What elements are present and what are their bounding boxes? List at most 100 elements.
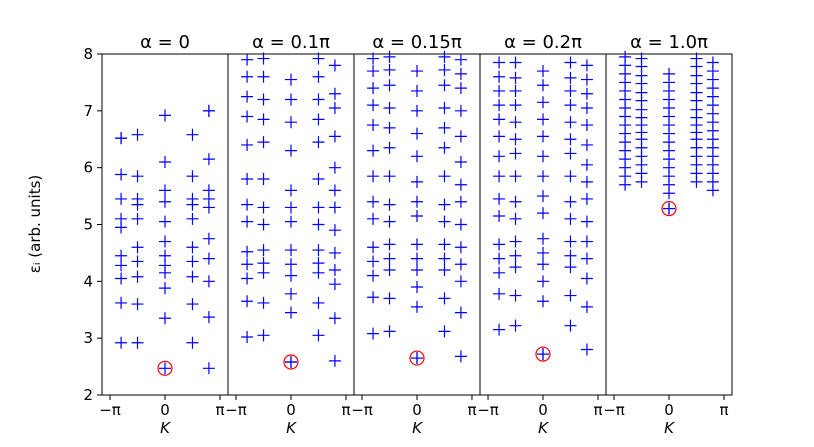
data-point [241,295,254,308]
data-point [241,70,254,83]
data-point [454,350,467,363]
data-point [564,116,577,129]
data-point [537,113,549,126]
data-point [438,215,451,228]
data-point [383,63,396,76]
x-axis-label: K [160,419,171,437]
data-point [285,116,297,129]
x-tick-label: π [719,401,728,419]
data-point [186,192,199,205]
data-point [438,238,451,251]
data-point [115,168,128,181]
data-point [202,362,215,375]
data-point [411,238,423,251]
data-point [537,295,549,308]
data-point [438,292,451,305]
data-point [383,292,396,305]
data-point [241,272,254,285]
data-point [438,252,451,265]
data-point [564,133,577,146]
ground-state-marker [661,200,677,217]
x-tick-label: 0 [286,401,296,419]
data-point [411,127,423,140]
panel-3: α = 0.15π −π 0 π K [351,32,481,437]
x-tick-label: −π [351,401,373,419]
data-point [186,170,199,183]
data-point [202,153,215,166]
y-tick-label: 6 [83,159,93,177]
data-point [328,224,341,237]
panel-5: α = 1.0π −π 0 π K [603,32,733,437]
data-point [438,263,451,276]
data-point [509,84,522,97]
data-point [493,130,506,143]
data-point [159,215,171,228]
data-point [186,128,199,141]
ground-state-marker [157,360,173,376]
data-point [131,212,144,225]
data-point [537,150,549,163]
data-point [438,50,451,63]
data-point [564,212,577,225]
data-point [131,255,144,268]
data-point [159,235,171,248]
data-point [509,56,522,69]
data-point [257,173,270,186]
data-point [454,53,467,66]
data-point [285,184,297,197]
data-point [312,329,325,342]
data-point [257,244,270,257]
ground-state-marker [409,350,425,366]
data-point [383,252,396,265]
x-tick-label: π [467,401,476,419]
data-point [438,141,451,154]
data-point [186,336,199,349]
data-point [411,150,423,163]
x-tick-label: −π [225,401,247,419]
data-point [411,209,423,222]
data-point [438,63,451,76]
data-point [285,269,297,282]
data-point [257,93,270,106]
data-point [312,136,325,149]
data-point [411,281,423,294]
data-point [186,241,199,254]
data-point [383,198,396,211]
data-point [411,65,423,78]
data-point [580,138,593,151]
data-point [537,207,549,220]
panel-4: α = 0.2π −π 0 π K [477,32,607,437]
data-point [493,287,506,300]
panel-2: α = 0.1π −π 0 π K [225,32,355,437]
data-point [509,195,522,208]
data-point [438,198,451,211]
data-point [285,73,297,86]
ground-state-marker [283,354,299,370]
data-point [493,56,506,69]
data-point [131,241,144,254]
data-point [690,52,703,65]
data-point [509,170,522,183]
data-point [328,130,341,143]
data-point [312,201,325,214]
data-point [115,249,128,262]
data-point [411,195,423,208]
x-tick-label: −π [477,401,499,419]
data-point [580,101,593,114]
data-point [564,235,577,248]
data-point [202,275,215,288]
data-point [367,195,380,208]
data-point [285,258,297,271]
data-point [454,195,467,208]
data-point [537,96,549,109]
data-point [285,93,297,106]
data-point [367,291,380,304]
data-point [580,252,593,265]
data-point [159,249,171,262]
data-point [383,121,396,134]
data-point [241,138,254,151]
data-point [580,235,593,248]
data-point [537,190,549,203]
data-point [367,119,380,132]
data-point [312,173,325,186]
